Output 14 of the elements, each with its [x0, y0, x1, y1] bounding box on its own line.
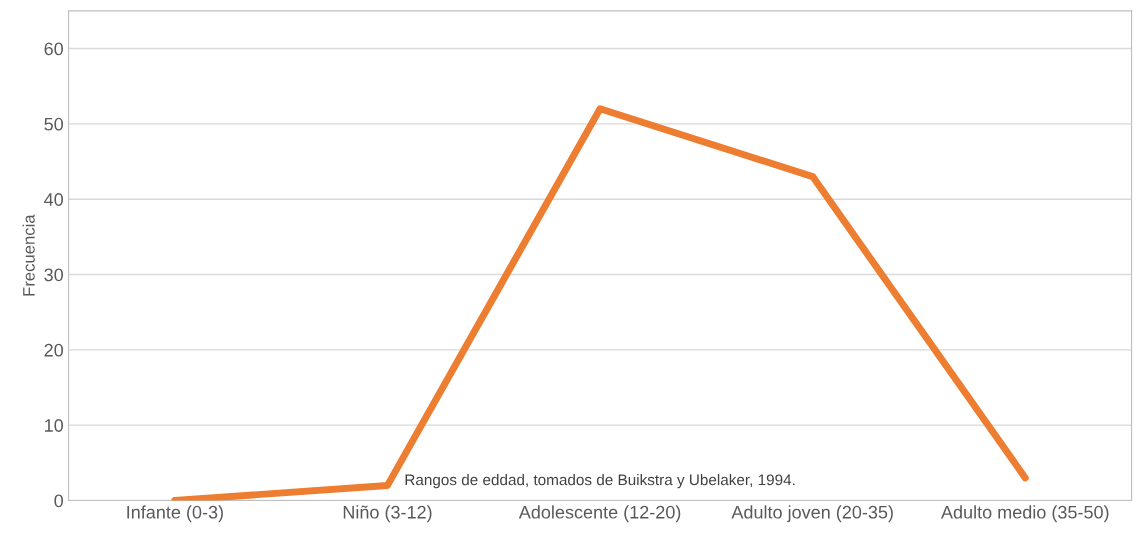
- y-tick-label: 50: [44, 117, 64, 131]
- annotation: Rangos de eddad, tomados de Buikstra y Ubelaker, 1994.: [405, 474, 795, 489]
- x-tick-label: Infante (0-3): [127, 505, 223, 523]
- y-tick-label: 10: [45, 419, 64, 432]
- y-tick-label: 0: [54, 494, 64, 508]
- x-tick-label: Niño (3-12): [343, 505, 432, 523]
- y-tick-label: 30: [44, 268, 64, 282]
- y-tick-label: 60: [44, 42, 64, 56]
- y-tick-label: 20: [44, 343, 64, 357]
- y-tick-label: 40: [44, 193, 64, 206]
- x-tick-label: Adulto medio (35-50): [941, 505, 1109, 523]
- x-tick-label: Adolescente (12-20): [518, 505, 681, 523]
- x-tick-label: Adulto joven (20-35): [731, 505, 893, 523]
- y-axis-title: Frecuencia: [22, 214, 35, 296]
